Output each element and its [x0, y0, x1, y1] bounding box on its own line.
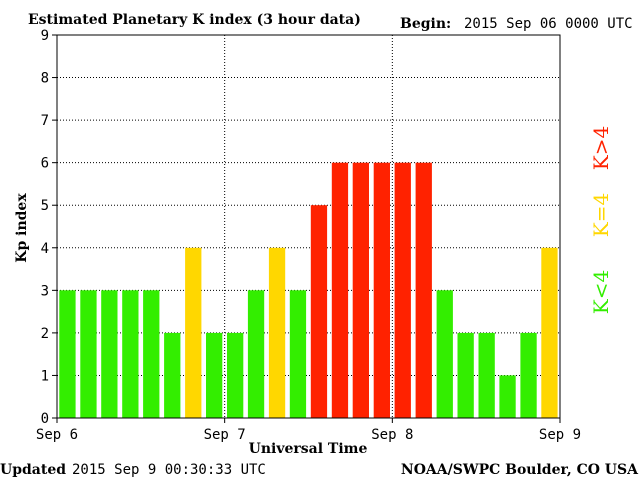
- updated-value: 2015 Sep 9 00:30:33 UTC: [72, 462, 266, 478]
- kp-bar: [520, 332, 537, 418]
- kp-bar: [310, 205, 328, 418]
- kp-bar: [59, 290, 76, 418]
- kp-bar: [415, 162, 432, 418]
- kp-bar: [436, 290, 453, 418]
- y-axis-ticks: 0 1 2 3 4 5 6 7 8 9: [41, 28, 57, 427]
- x-axis-label: Universal Time: [249, 441, 368, 457]
- kp-bar: [143, 290, 160, 418]
- y-tick-label: 1: [41, 368, 49, 384]
- begin-value: 2015 Sep 06 0000 UTC: [464, 16, 633, 32]
- y-tick-label: 4: [41, 241, 49, 257]
- kp-bar: [206, 332, 223, 418]
- updated-label: Updated: [0, 462, 66, 478]
- y-tick-label: 9: [41, 28, 49, 44]
- y-tick-label: 8: [41, 71, 49, 87]
- y-axis-label: Kp index: [14, 193, 30, 263]
- kp-bar: [373, 162, 390, 418]
- chart-title: Estimated Planetary K index (3 hour data…: [28, 12, 361, 28]
- legend-high: K>4: [589, 126, 613, 170]
- kp-bar: [80, 290, 97, 418]
- x-axis-ticks: Sep 6 Sep 7 Sep 8 Sep 9: [36, 418, 581, 443]
- kp-bar: [101, 290, 118, 418]
- kp-bar: [247, 290, 265, 418]
- kp-bar: [541, 247, 558, 418]
- kp-bar: [478, 332, 495, 418]
- y-tick-label: 7: [41, 113, 49, 129]
- legend-mid: K=4: [589, 193, 613, 237]
- y-tick-label: 0: [41, 411, 49, 427]
- kp-bar: [227, 332, 244, 418]
- kp-bar: [185, 247, 202, 418]
- kp-bar: [394, 162, 411, 418]
- x-tick-label: Sep 8: [371, 427, 413, 443]
- kp-bar: [499, 375, 516, 418]
- y-tick-label: 5: [41, 198, 49, 214]
- x-tick-label: Sep 7: [204, 427, 246, 443]
- source-credit: NOAA/SWPC Boulder, CO USA: [401, 462, 639, 478]
- y-tick-label: 3: [41, 283, 49, 299]
- kp-bar: [457, 332, 474, 418]
- kp-bar: [289, 290, 307, 418]
- plot-frame: [56, 34, 561, 419]
- kp-bar: [352, 162, 369, 418]
- begin-label: Begin:: [400, 16, 451, 32]
- legend-low: K<4: [589, 270, 613, 314]
- x-tick-label: Sep 6: [36, 427, 78, 443]
- y-tick-label: 6: [41, 156, 49, 172]
- bar-series: [59, 162, 558, 418]
- kp-bar: [122, 290, 139, 418]
- kp-bar: [164, 332, 181, 418]
- grid-lines: [57, 35, 560, 418]
- x-tick-label: Sep 9: [539, 427, 581, 443]
- kp-bar: [331, 162, 349, 418]
- kp-bar: [268, 247, 286, 418]
- y-tick-label: 2: [41, 326, 49, 342]
